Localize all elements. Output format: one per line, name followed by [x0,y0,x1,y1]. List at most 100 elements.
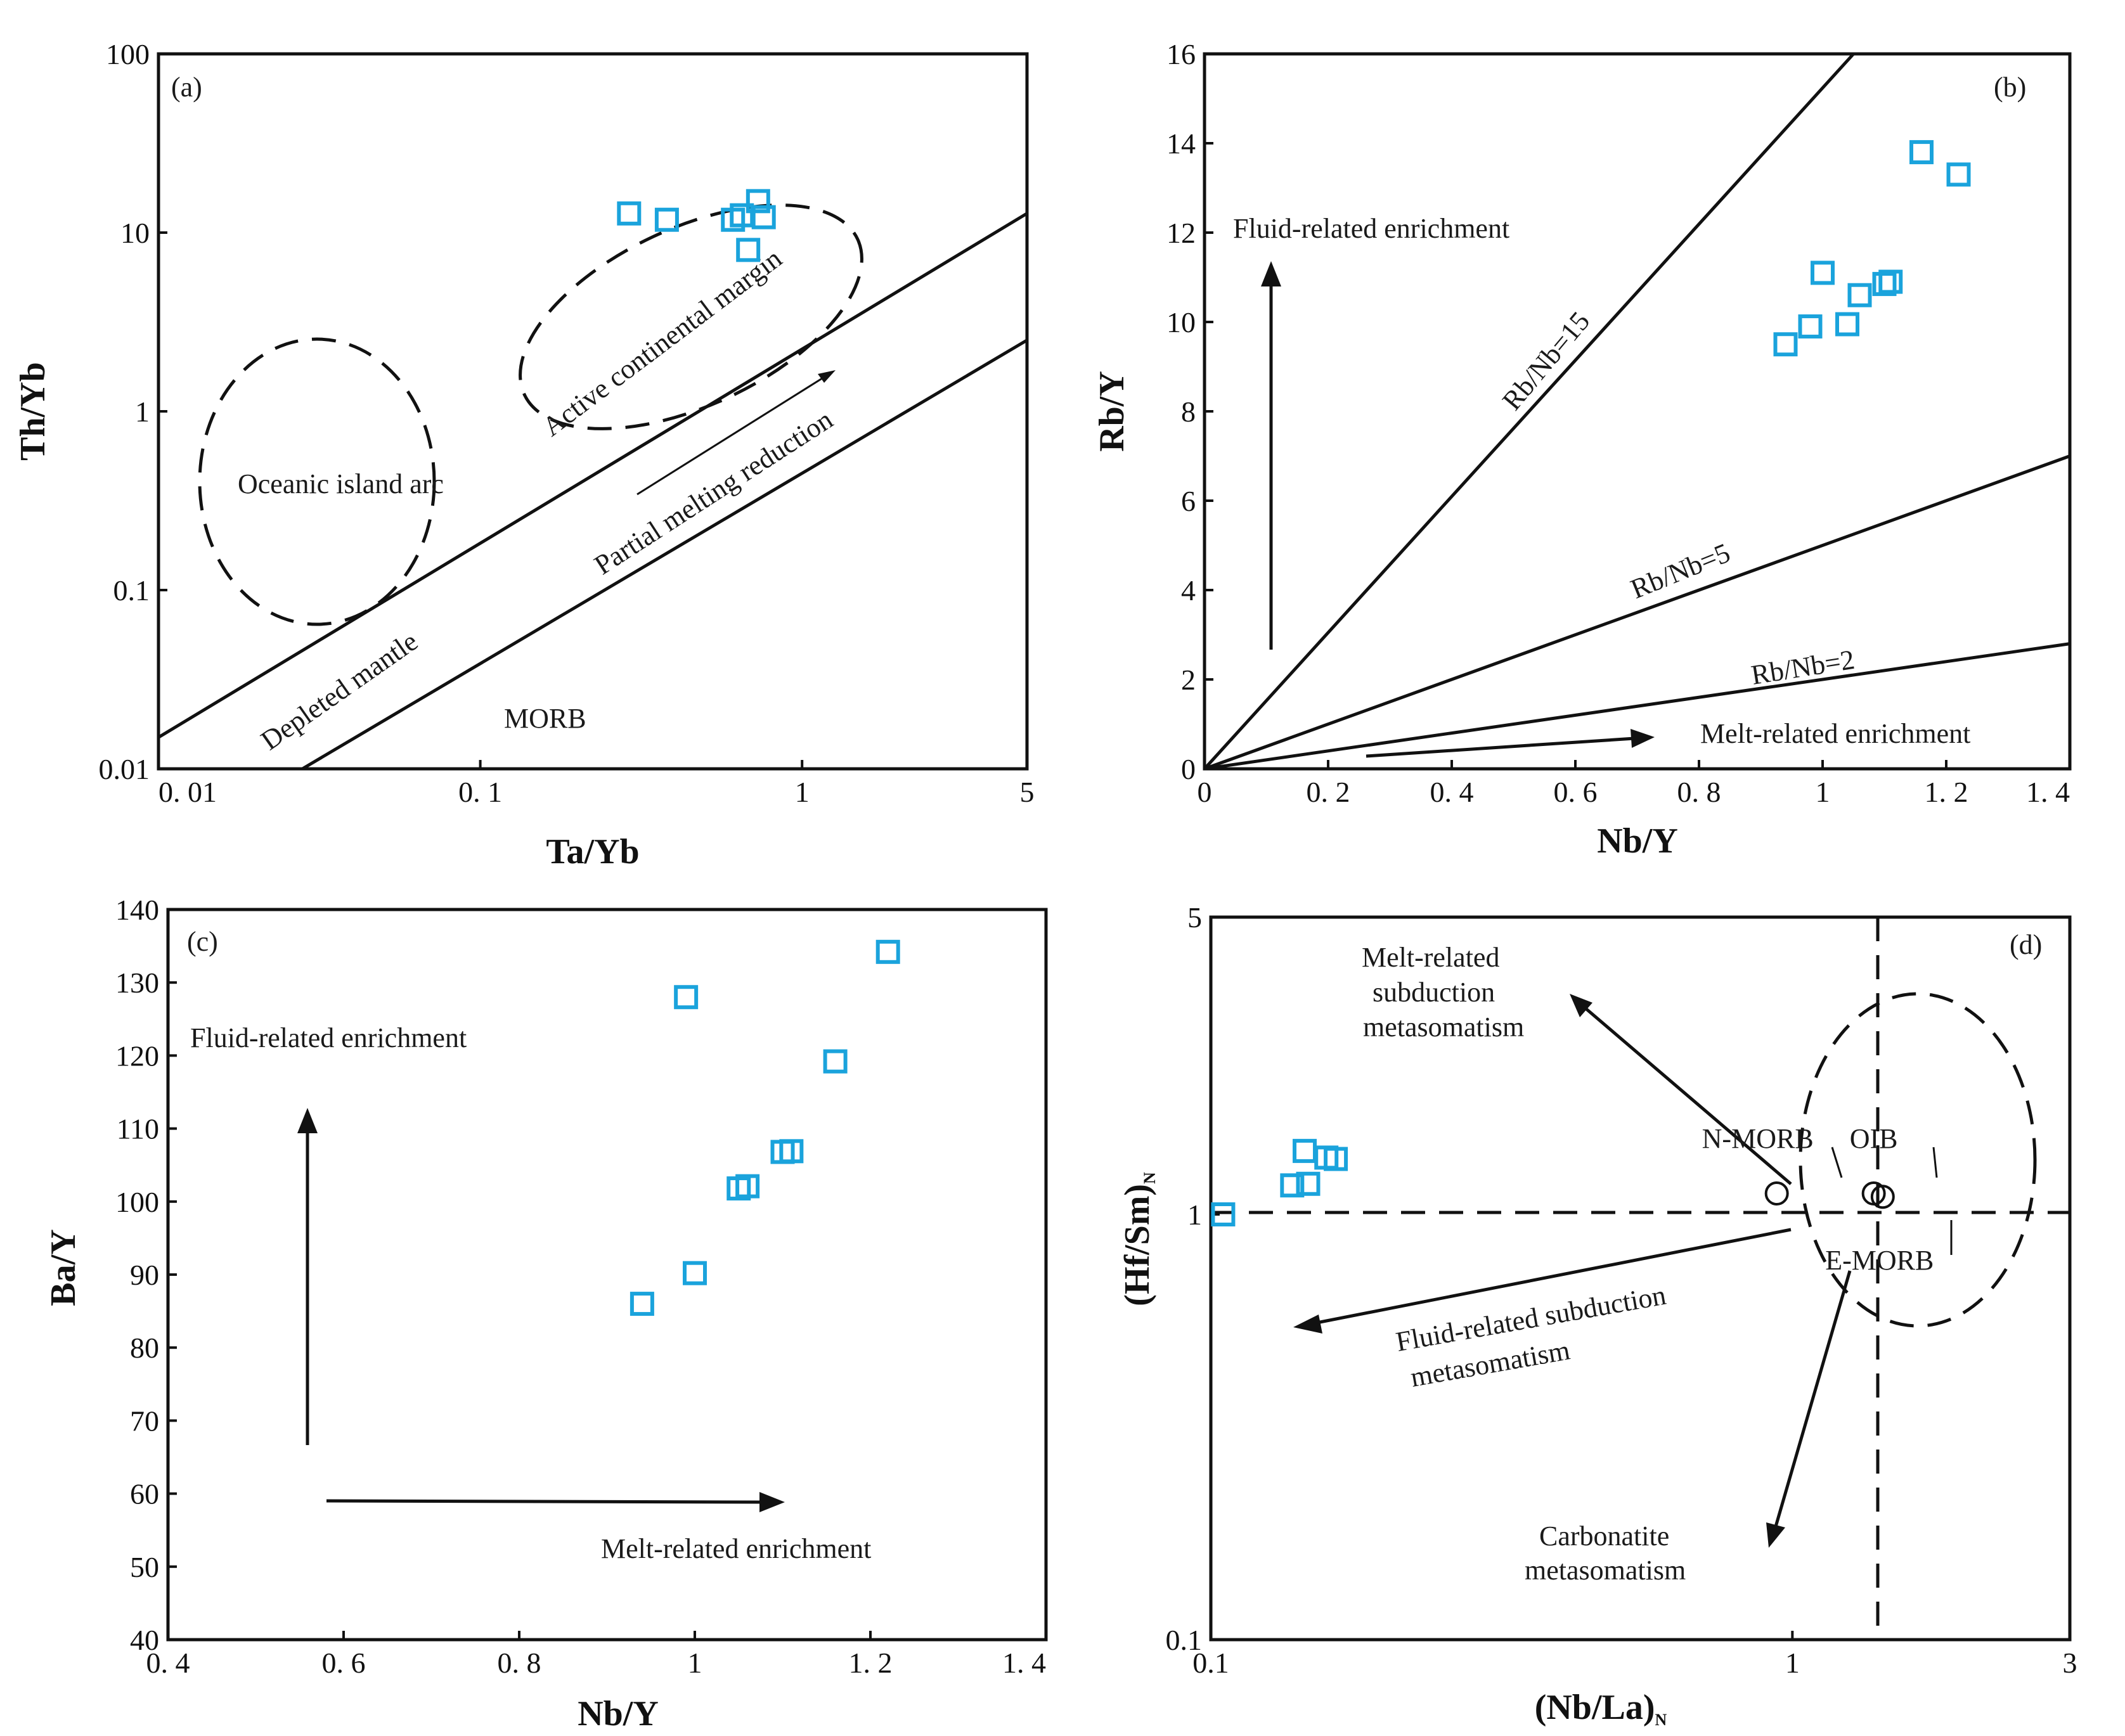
panel-b-label: (b) [1994,72,2026,103]
annotation-depleted-mantle: Depleted mantle [255,626,423,756]
panel-d-ylabel-main: (Hf/Sm) [1118,1184,1157,1306]
melt-metasomatism-arrow [1584,1006,1792,1185]
panel-a-ylabel: Th/Yb [13,362,53,461]
pa-reference-line [157,212,1028,739]
pc-ytick-label: 80 [130,1332,159,1364]
pd-xtick-label: 1 [1785,1647,1800,1679]
melt-enrichment-arrow [1366,736,1635,758]
pa-data-point [746,189,770,214]
pd-ytick-label: 1 [1187,1199,1202,1231]
pc-ytick-label: 110 [117,1113,159,1145]
oceanic-island-arc-field [198,337,436,626]
panel-a: 0. 01 0. 1 1 5 0.01 0.1 1 10 100 (a) Ta/Yb Th/Yb… [13,38,1035,871]
pa-xtick-label: 0. 1 [458,776,502,808]
pb-ytick-label: 6 [1181,485,1196,517]
pd-ytick-label: 0.1 [1166,1624,1203,1656]
annotation-morb: MORB [504,703,586,734]
pb-xtick-label: 0. 2 [1307,776,1350,808]
pd-reference-label: N-MORB [1702,1123,1814,1154]
annotation-active-continental-margin: Active continental margin [537,243,788,442]
pb-data-point [1878,269,1903,294]
melt-enrichment-arrowhead [1631,729,1655,748]
melt-enrichment-arrow-c [326,1499,761,1504]
pa-ytick-label: 100 [106,38,150,70]
annotation-metasomatism-3: metasomatism [1525,1555,1686,1586]
pb-ytick-label: 8 [1181,395,1196,428]
panel-d-xlabel-sub: N [1655,1711,1667,1729]
oceanic-basalt-field [1799,992,2037,1328]
pd-data-point [1293,1138,1317,1163]
pa-ytick-label: 0.1 [113,574,150,607]
panel-c: 0. 4 0. 6 0. 8 1 1. 2 1. 4 40 50 60 70 80 90 100 110 1… [44,894,1048,1733]
annotation-rb-nb-15: Rb/Nb=15 [1496,305,1596,416]
pc-data-point [630,1292,654,1316]
pb-ytick-label: 16 [1166,38,1196,70]
pc-xtick-label: 1. 4 [1002,1647,1046,1679]
pb-ytick-label: 12 [1166,217,1196,249]
pb-ytick-label: 0 [1181,753,1196,785]
pa-data-point [617,201,642,226]
pb-ytick-label: 4 [1181,574,1196,607]
n-morb-leader [1831,1147,1843,1178]
panel-b-ylabel: Rb/Y [1092,371,1132,452]
carbonatite-metasomatism-arrow [1773,1270,1852,1529]
pd-reference-label: E-MORB [1825,1245,1934,1276]
melt-metasomatism-arrowhead [1570,994,1592,1017]
pa-data-point [654,207,679,232]
pd-xtick-label: 3 [2063,1647,2077,1679]
panel-b-xlabel: Nb/Y [1597,821,1678,861]
pb-xtick-label: 0 [1198,776,1212,808]
pa-data-point [736,238,761,262]
panel-d-ylabel-sub: N [1140,1172,1159,1184]
pb-data-point [1835,312,1859,337]
pa-ytick-label: 10 [120,217,150,249]
pc-xtick-label: 1. 2 [849,1647,893,1679]
panel-b: 0 0. 2 0. 4 0. 6 0. 8 1 1. 2 1. 40246810121416 … [1092,38,2072,861]
pb-data-point [1798,314,1823,339]
pd-data-point [1280,1173,1305,1198]
panel-d-ylabel: (Hf/Sm)N [1118,1172,1159,1306]
pa-xtick-label: 5 [1020,776,1035,808]
pa-xtick-label: 1 [795,776,810,808]
annotation-rb-nb-5: Rb/Nb=5 [1626,537,1734,605]
panel-d-xlabel-main: (Nb/La) [1535,1688,1655,1727]
pc-ytick-label: 50 [130,1551,159,1583]
panel-d: 0.1 1 30.115 (d) (Nb/La)N (Hf/Sm)N Melt-re… [1118,901,2077,1729]
annotation-fluid-related-enrichment-c: Fluid-related enrichment [190,1022,467,1053]
pc-data-point [674,985,699,1010]
pc-ytick-label: 140 [115,894,159,926]
pc-xtick-label: 0. 4 [146,1647,190,1679]
pc-ytick-label: 120 [115,1039,159,1072]
annotation-oceanic-island-arc: Oceanic island arc [238,468,444,499]
pb-data-point [1811,260,1835,285]
pc-xtick-label: 0. 6 [322,1647,366,1679]
panel-a-label: (a) [171,72,202,103]
pb-xtick-label: 0. 6 [1554,776,1598,808]
pd-reference-label: OIB [1850,1123,1898,1154]
pb-data-point [1847,283,1872,307]
partial-melting-arrow [636,376,825,496]
pb-reference-line [1203,53,1855,770]
pb-data-point [1909,140,1934,165]
panel-c-frame [166,908,1048,1642]
active-continental-margin-field [519,203,863,430]
pd-reference-point [1870,1185,1895,1209]
pc-xtick-label: 1 [688,1647,702,1679]
panel-a-xlabel: Ta/Yb [546,832,639,871]
pc-ytick-label: 90 [130,1259,159,1291]
pb-ytick-label: 14 [1166,127,1196,160]
pb-data-point [1773,332,1798,357]
fluid-metasomatism-arrow [1313,1228,1792,1325]
annotation-subduction: subduction [1373,977,1495,1008]
pc-ytick-label: 130 [115,967,159,999]
pb-data-point [1872,272,1897,297]
pc-data-point [735,1174,760,1199]
annotation-partial-melting-reduction: Partial melting reduction [589,404,839,581]
pa-xtick-label: 0. 01 [158,776,217,808]
melt-enrichment-arrowhead-c [759,1492,785,1512]
pc-data-point [779,1139,804,1164]
pb-data-point [1946,162,1971,187]
pb-xtick-label: 1. 2 [1925,776,1968,808]
pd-ytick-label: 5 [1187,901,1202,934]
